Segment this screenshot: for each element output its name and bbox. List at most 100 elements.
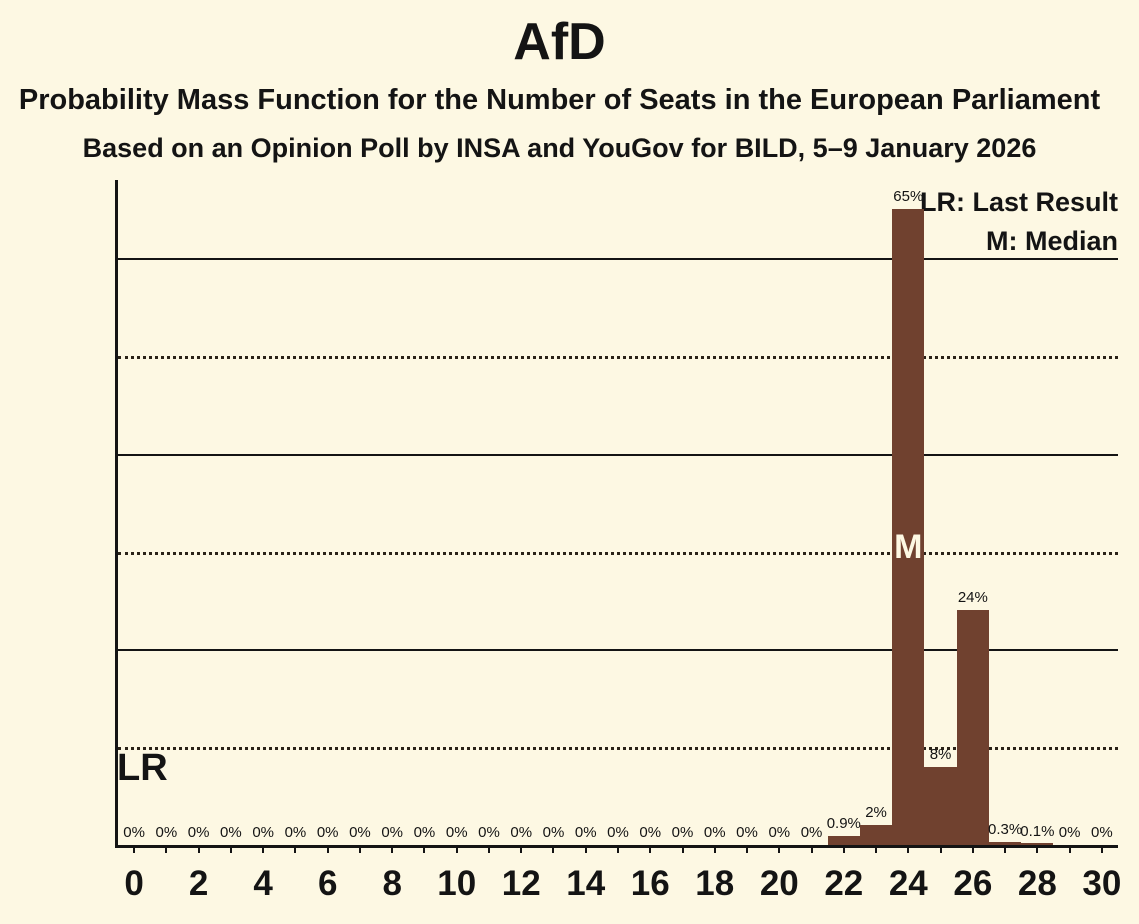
bar-value-label-4: 0% (252, 824, 274, 841)
x-tick-1 (165, 845, 168, 853)
bar-slot-9[interactable]: 0% (408, 180, 440, 845)
x-tick-label-24: 24 (888, 864, 928, 903)
bar-value-label-28: 0.1% (1020, 823, 1055, 841)
bar-slot-21[interactable]: 0% (795, 180, 827, 845)
x-tick-label-10: 10 (437, 864, 477, 903)
bar-28[interactable] (1021, 843, 1054, 845)
bar-26[interactable] (956, 610, 989, 845)
bar-value-label-2: 0% (187, 824, 210, 841)
bar-slot-16[interactable]: 0% (634, 180, 666, 845)
gridline-solid-40 (118, 453, 1118, 456)
bar-slot-4[interactable]: 0% (247, 180, 279, 845)
bar-slot-26[interactable]: 24% (956, 180, 989, 845)
bar-23[interactable] (859, 825, 893, 845)
bar-slot-10[interactable]: 0% (441, 180, 473, 845)
bar-slot-15[interactable]: 0% (602, 180, 634, 845)
x-tick-23 (875, 845, 878, 853)
bar-slot-22[interactable]: 0.9% (826, 180, 861, 845)
x-tick-label-18: 18 (695, 864, 735, 903)
x-tick-27 (1004, 845, 1007, 853)
legend-median: M: Median (986, 226, 1118, 257)
bar-slot-14[interactable]: 0% (570, 180, 602, 845)
chart-subtitle-secondary: Based on an Opinion Poll by INSA and You… (82, 133, 1037, 163)
x-tick-21 (810, 845, 813, 853)
x-tick-label-0: 0 (124, 864, 144, 903)
bar-value-label-3: 0% (220, 824, 242, 841)
x-tick-19 (746, 845, 749, 853)
x-tick-4 (262, 845, 265, 853)
gridline-dotted-30 (118, 551, 1118, 555)
bar-value-label-0: 0% (123, 824, 145, 841)
x-tick-9 (423, 845, 426, 853)
x-tick-0 (133, 845, 136, 853)
x-tick-label-22: 22 (824, 864, 864, 903)
bar-value-label-30: 0% (1091, 824, 1113, 841)
x-tick-label-28: 28 (1017, 864, 1057, 903)
bar-slot-23[interactable]: 2% (859, 180, 893, 845)
bar-25[interactable] (924, 766, 957, 845)
x-tick-2 (197, 845, 200, 853)
bar-value-label-7: 0% (349, 824, 371, 841)
x-tick-28 (1036, 845, 1039, 853)
bar-value-label-8: 0% (381, 824, 404, 841)
bar-slot-19[interactable]: 0% (731, 180, 763, 845)
page-title: AfD (513, 13, 606, 71)
bar-value-label-21: 0% (800, 824, 823, 841)
gridline-solid-60 (118, 258, 1118, 261)
x-tick-13 (552, 845, 555, 853)
bar-value-label-12: 0% (510, 824, 533, 841)
bar-22[interactable] (827, 836, 860, 845)
last-result-marker: LR (117, 747, 168, 790)
bar-slot-29[interactable]: 0% (1053, 180, 1085, 845)
bar-value-label-29: 0% (1058, 824, 1081, 841)
bar-slot-18[interactable]: 0% (699, 180, 731, 845)
bar-slot-24[interactable]: 65% M (892, 180, 925, 845)
bar-slot-28[interactable]: 0.1% (1020, 180, 1055, 845)
x-tick-15 (617, 845, 619, 853)
x-tick-24 (907, 845, 910, 853)
bar-slot-0[interactable]: 0% (118, 180, 150, 845)
bar-slot-20[interactable]: 0% (763, 180, 795, 845)
bar-value-label-22: 0.9% (826, 815, 861, 833)
x-tick-label-4: 4 (253, 864, 273, 903)
bar-slot-7[interactable]: 0% (344, 180, 376, 845)
bar-slot-8[interactable]: 0% (376, 180, 408, 845)
bar-value-label-15: 0% (607, 824, 629, 841)
x-tick-29 (1068, 845, 1071, 853)
bar-value-label-6: 0% (316, 824, 339, 841)
bar-slot-13[interactable]: 0% (537, 180, 569, 845)
x-tick-25 (939, 845, 942, 853)
bar-slot-30[interactable]: 0% (1086, 180, 1118, 845)
x-tick-14 (584, 845, 587, 853)
chart-subtitle-primary: Probability Mass Function for the Number… (18, 84, 1101, 116)
bar-slot-12[interactable]: 0% (505, 180, 537, 845)
bar-slot-6[interactable]: 0% (312, 180, 344, 845)
bar-value-label-1: 0% (155, 824, 178, 841)
x-tick-17 (681, 845, 684, 853)
bar-value-label-10: 0% (445, 824, 468, 841)
bar-slot-1[interactable]: 0% (150, 180, 182, 845)
bar-24[interactable] (892, 209, 925, 845)
x-tick-label-2: 2 (188, 864, 209, 903)
gridline-dotted-50 (118, 356, 1118, 360)
bar-value-label-9: 0% (413, 824, 436, 841)
x-tick-5 (294, 845, 297, 853)
bar-slot-3[interactable]: 0% (215, 180, 247, 845)
bar-slot-25[interactable]: 8% (924, 180, 957, 845)
x-tick-22 (842, 845, 845, 853)
x-tick-26 (971, 845, 974, 853)
y-axis (115, 180, 118, 848)
bar-slot-11[interactable]: 0% (473, 180, 505, 845)
bar-slot-17[interactable]: 0% (666, 180, 698, 845)
x-tick-label-20: 20 (759, 864, 799, 903)
bar-slot-5[interactable]: 0% (279, 180, 311, 845)
bar-27[interactable] (988, 842, 1022, 845)
x-tick-label-6: 6 (317, 864, 338, 903)
bar-slot-27[interactable]: 0.3% (988, 180, 1022, 845)
bar-slot-2[interactable]: 0% (183, 180, 215, 845)
bar-value-label-11: 0% (478, 824, 500, 841)
median-marker: M (894, 527, 923, 566)
x-tick-label-26: 26 (953, 864, 993, 903)
x-tick-16 (649, 845, 652, 853)
x-tick-label-30: 30 (1082, 864, 1122, 903)
